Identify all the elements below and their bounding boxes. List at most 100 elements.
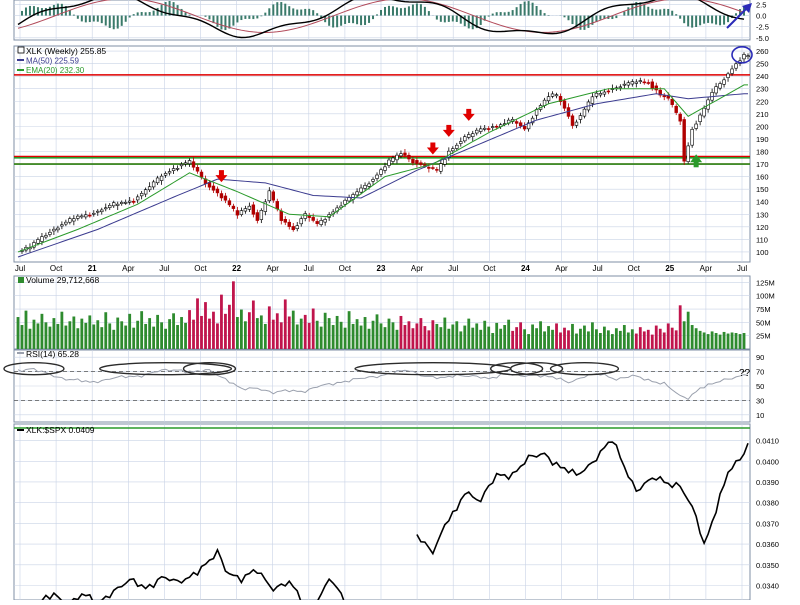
x-tick-label: 24	[521, 264, 530, 273]
volume-bar	[36, 323, 40, 349]
candle-body	[467, 134, 471, 138]
candle-body	[167, 171, 172, 174]
volume-bar	[387, 318, 391, 349]
candle-body	[554, 94, 559, 97]
volume-bar	[235, 317, 239, 349]
volume-bar	[463, 325, 467, 349]
volume-bar	[299, 318, 303, 349]
candle-body	[558, 96, 563, 102]
x-tick-label: Apr	[555, 264, 568, 273]
volume-bar	[271, 319, 275, 349]
candle-body	[670, 98, 674, 105]
candle-body	[343, 199, 347, 205]
candle-body	[124, 202, 128, 204]
volume-bar	[515, 327, 519, 349]
rsi-y-tick-label: 50	[756, 382, 764, 391]
volume-bar	[60, 311, 64, 349]
candle-body	[195, 167, 200, 172]
volume-bar	[634, 333, 638, 349]
candle-body	[139, 193, 144, 197]
candle-body	[323, 219, 327, 223]
candle-body	[355, 191, 359, 196]
candle-body	[379, 169, 383, 175]
volume-bar	[88, 315, 92, 349]
candle-body	[530, 117, 535, 124]
candle-body	[443, 159, 447, 165]
candle-body	[582, 108, 587, 117]
candle-body	[183, 162, 188, 165]
volume-bar	[535, 328, 538, 349]
candle-body	[650, 81, 654, 89]
volume-bar	[638, 327, 642, 349]
volume-bar	[507, 319, 511, 349]
candle-body	[714, 86, 718, 94]
price-panel: 260 250 240 230 220 210 200 190 180 170 160 150 140 1…	[14, 45, 769, 258]
volume-bar	[511, 330, 515, 349]
candle-body	[175, 168, 180, 170]
volume-bar	[571, 323, 574, 349]
volume-bar	[232, 281, 235, 349]
volume-bar	[283, 299, 287, 349]
volume-bar	[152, 326, 156, 349]
macd-y-tick-label: -5.0	[756, 34, 769, 43]
volume-bar	[44, 322, 48, 349]
volume-bar	[399, 315, 403, 349]
volume-bar	[307, 322, 311, 349]
candle-body	[247, 205, 252, 210]
x-tick-label: Apr	[266, 264, 279, 273]
candle-body	[359, 187, 363, 193]
volume-bar	[164, 328, 167, 349]
volume-bar	[499, 328, 503, 349]
candle-body	[271, 191, 276, 201]
volume-bar	[395, 329, 399, 349]
candle-body	[526, 122, 531, 130]
candle-body	[522, 125, 527, 130]
volume-bar	[68, 321, 72, 349]
rsi-y-tick-label: 90	[756, 353, 764, 362]
candle-body	[127, 200, 132, 203]
volume-bar	[291, 310, 295, 349]
candle-body	[662, 95, 666, 98]
volume-bar	[144, 323, 148, 349]
legend-ma50: MA(50) 225.59	[26, 57, 79, 66]
x-tick-label: Jul	[737, 264, 747, 273]
volume-bar	[559, 332, 562, 349]
candle-body	[68, 218, 72, 223]
price-y-tick-label: 210	[756, 110, 769, 119]
candle-body	[730, 68, 734, 74]
ratio-y-tick-label: 0.0360	[756, 540, 779, 549]
volume-bar	[626, 332, 630, 349]
candle-body	[439, 163, 443, 172]
volume-bar	[295, 324, 299, 349]
volume-bar	[682, 321, 686, 349]
candle-body	[698, 114, 702, 122]
candle-body	[514, 121, 519, 124]
candle-body	[419, 162, 423, 165]
candle-body	[734, 63, 738, 69]
candle-body	[674, 105, 678, 113]
red-down-arrow-head	[426, 147, 439, 155]
candle-body	[403, 152, 407, 156]
x-tick-label: Jul	[448, 264, 458, 273]
candle-body	[88, 214, 92, 217]
volume-bar	[28, 328, 32, 349]
rsi-overbought-ellipse	[549, 362, 620, 376]
volume-bar	[575, 333, 578, 349]
volume-bar	[427, 330, 431, 349]
volume-bar	[483, 320, 487, 349]
x-tick-label: Jul	[304, 264, 314, 273]
volume-bar	[76, 328, 80, 349]
candle-body	[108, 204, 112, 208]
volume-y-tick-label: 25M	[756, 332, 771, 341]
volume-bar	[319, 326, 323, 349]
price-y-tick-label: 240	[756, 72, 769, 81]
candle-body	[131, 200, 136, 203]
red-down-arrow-head	[462, 113, 475, 121]
volume-bar	[702, 332, 706, 349]
volume-bar	[503, 325, 507, 349]
volume-bar	[531, 324, 534, 349]
volume-bar	[439, 327, 443, 349]
candle-body	[287, 221, 291, 227]
volume-bar	[172, 313, 175, 349]
